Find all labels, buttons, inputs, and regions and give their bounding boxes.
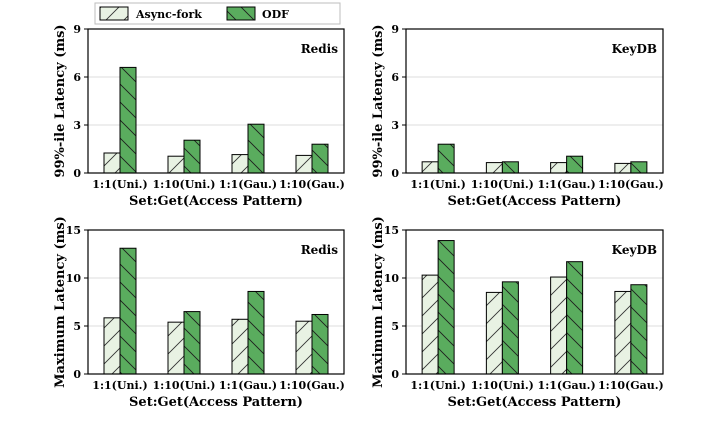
bar-odf-2 [501, 161, 519, 174]
bar-async-fork-2 [485, 291, 503, 375]
bar-odf-1 [119, 247, 137, 375]
plot-frame [405, 28, 664, 174]
bar-async-fork-3 [550, 162, 568, 174]
panel-redis-p99: 0 3 6 9 1:1(Uni.) 1:10(Uni.) 1:1(Gau.) 1:10(Ga… [53, 23, 345, 209]
legend-label-odf: ODF [262, 8, 289, 21]
legend-box [94, 2, 341, 25]
x-tick-label: 1:1(Gau.) [219, 379, 277, 392]
bar-odf-1 [437, 240, 455, 375]
panel-title: Redis [301, 243, 339, 257]
bar-odf-4 [630, 284, 648, 375]
plot-frame [405, 229, 664, 375]
plot-frame [87, 28, 345, 174]
y-tick-label: 0 [73, 167, 81, 180]
bar-odf-1 [119, 66, 137, 174]
bar-async-fork-2 [167, 321, 185, 375]
x-tick-label: 1:1(Uni.) [410, 178, 465, 191]
bar-odf-2 [183, 139, 201, 174]
bar-async-fork-1 [421, 274, 439, 375]
y-tick-label: 9 [391, 23, 399, 36]
legend-swatch-odf [226, 6, 256, 21]
x-tick-label: 1:1(Uni.) [92, 178, 147, 191]
panel-keydb-p99: 0 3 6 9 1:1(Uni.) 1:10(Uni.) 1:1(Gau.) 1:10(Ga… [371, 23, 664, 209]
bar-async-fork-3 [231, 318, 249, 375]
y-tick-label: 10 [384, 272, 400, 285]
y-tick-label: 9 [73, 23, 81, 36]
y-tick-label: 3 [73, 119, 81, 132]
bar-odf-3 [566, 261, 584, 375]
bar-async-fork-2 [485, 162, 503, 174]
bar-odf-2 [501, 281, 519, 375]
y-tick-label: 6 [391, 71, 399, 84]
y-tick-label: 6 [73, 71, 81, 84]
x-tick-label: 1:1(Uni.) [410, 379, 465, 392]
bar-async-fork-4 [614, 290, 632, 375]
bar-odf-3 [247, 290, 265, 375]
y-axis-label: 99%-ile Latency (ms) [53, 24, 68, 177]
bar-odf-3 [566, 155, 584, 174]
x-axis-label: Set:Get(Access Pattern) [448, 194, 622, 209]
bar-async-fork-2 [167, 155, 185, 174]
panel-title: KeyDB [612, 42, 657, 56]
legend-swatch-async-fork [99, 6, 129, 21]
bar-async-fork-1 [103, 152, 121, 174]
x-tick-label: 1:1(Uni.) [92, 379, 147, 392]
bar-odf-1 [437, 143, 455, 174]
y-axis-label: Maximum Latency (ms) [53, 216, 68, 388]
y-tick-label: 3 [391, 119, 399, 132]
plot-frame [87, 229, 345, 375]
y-axis-label: Maximum Latency (ms) [371, 216, 386, 388]
bar-odf-3 [247, 123, 265, 174]
y-tick-label: 15 [384, 224, 399, 237]
y-tick-label: 0 [391, 167, 399, 180]
bar-odf-4 [311, 313, 329, 375]
bar-odf-4 [311, 143, 329, 174]
y-tick-label: 5 [73, 320, 81, 333]
y-tick-label: 15 [66, 224, 81, 237]
panel-title: KeyDB [612, 243, 657, 257]
bar-async-fork-1 [103, 317, 121, 375]
x-tick-label: 1:1(Gau.) [538, 379, 596, 392]
x-tick-label: 1:10(Uni.) [471, 379, 534, 392]
x-tick-label: 1:10(Gau.) [598, 379, 664, 392]
x-tick-label: 1:10(Gau.) [279, 178, 345, 191]
x-tick-label: 1:1(Gau.) [219, 178, 277, 191]
bar-odf-2 [183, 311, 201, 375]
y-axis-label: 99%-ile Latency (ms) [371, 24, 386, 177]
x-tick-label: 1:1(Gau.) [538, 178, 596, 191]
legend: Async-fork ODF [94, 2, 341, 25]
x-tick-label: 1:10(Gau.) [279, 379, 345, 392]
bar-async-fork-1 [421, 161, 439, 174]
y-tick-label: 0 [73, 368, 81, 381]
x-axis-label: Set:Get(Access Pattern) [129, 395, 303, 410]
panel-keydb-max: 0 5 10 15 1:1(Uni.) 1:10(Uni.) 1:1(Gau.) 1:10(… [371, 216, 664, 410]
x-axis-label: Set:Get(Access Pattern) [448, 395, 622, 410]
panel-redis-max: 0 5 10 15 1:1(Uni.) 1:10(Uni.) 1:1(Gau.) 1:10(… [53, 216, 345, 410]
bar-async-fork-4 [295, 320, 313, 375]
bar-async-fork-3 [231, 154, 249, 174]
bar-odf-4 [630, 161, 648, 174]
legend-label-async-fork: Async-fork [135, 8, 202, 21]
panel-title: Redis [301, 42, 339, 56]
x-tick-label: 1:10(Uni.) [471, 178, 534, 191]
bar-async-fork-3 [550, 276, 568, 375]
y-tick-label: 5 [391, 320, 399, 333]
bar-async-fork-4 [614, 162, 632, 174]
y-tick-label: 10 [66, 272, 82, 285]
bar-async-fork-4 [295, 154, 313, 174]
x-tick-label: 1:10(Uni.) [152, 379, 215, 392]
x-axis-label: Set:Get(Access Pattern) [129, 194, 303, 209]
y-tick-label: 0 [391, 368, 399, 381]
x-tick-label: 1:10(Gau.) [598, 178, 664, 191]
x-tick-label: 1:10(Uni.) [152, 178, 215, 191]
